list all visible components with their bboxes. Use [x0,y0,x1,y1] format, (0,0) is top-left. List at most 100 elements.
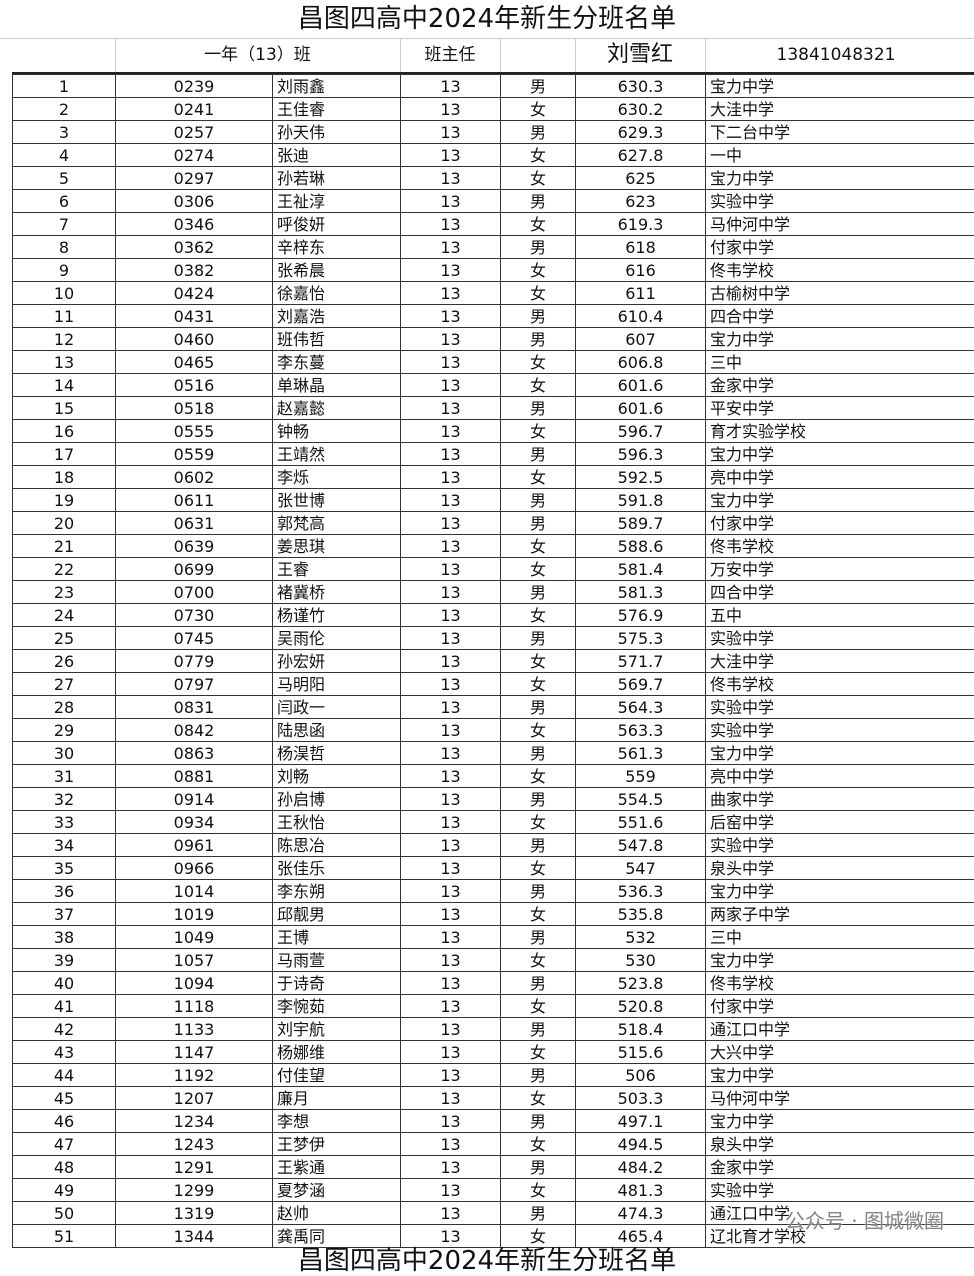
student-id: 0559 [115,443,272,465]
gender: 女 [500,282,575,304]
score: 563.3 [575,719,705,741]
row-number: 42 [12,1018,115,1040]
school: 宝力中学 [705,167,974,189]
table-row: 33 0934 王秋怡 13 女 551.6 后窑中学 [12,811,974,834]
school: 两家子中学 [705,903,974,925]
class-number: 13 [400,1018,500,1040]
score: 592.5 [575,466,705,488]
class-number: 13 [400,466,500,488]
student-id: 0239 [115,75,272,97]
table-row: 1 0239 刘雨鑫 13 男 630.3 宝力中学 [12,74,974,98]
student-id: 1291 [115,1156,272,1178]
student-name: 陆思函 [272,719,400,741]
student-id: 1014 [115,880,272,902]
class-number: 13 [400,351,500,373]
gender: 男 [500,1110,575,1132]
student-name: 班伟哲 [272,328,400,350]
table-row: 50 1319 赵帅 13 男 474.3 通江口中学 [12,1202,974,1225]
header-row: 一年（13）班 班主任 刘雪红 13841048321 [12,38,974,74]
score: 601.6 [575,374,705,396]
student-name: 孙若琳 [272,167,400,189]
class-number: 13 [400,535,500,557]
row-number: 5 [12,167,115,189]
school: 佟韦学校 [705,259,974,281]
student-id: 0797 [115,673,272,695]
student-name: 李想 [272,1110,400,1132]
table-row: 6 0306 王祉淳 13 男 623 实验中学 [12,190,974,213]
table-row: 2 0241 王佳睿 13 女 630.2 大洼中学 [12,98,974,121]
divider [500,38,501,72]
gender: 女 [500,650,575,672]
school: 实验中学 [705,190,974,212]
score: 581.4 [575,558,705,580]
row-number: 21 [12,535,115,557]
table-row: 40 1094 于诗奇 13 男 523.8 佟韦学校 [12,972,974,995]
table-row: 24 0730 杨谨竹 13 女 576.9 五中 [12,604,974,627]
title: 昌图四高中2024年新生分班名单 [0,0,974,39]
row-number: 49 [12,1179,115,1201]
school: 佟韦学校 [705,673,974,695]
table-row: 38 1049 王博 13 男 532 三中 [12,926,974,949]
divider [705,38,706,72]
school: 通江口中学 [705,1018,974,1040]
row-number: 24 [12,604,115,626]
class-number: 13 [400,420,500,442]
table-row: 19 0611 张世博 13 男 591.8 宝力中学 [12,489,974,512]
score: 484.2 [575,1156,705,1178]
student-id: 0639 [115,535,272,557]
score: 530 [575,949,705,971]
table-row: 41 1118 李惋茹 13 女 520.8 付家中学 [12,995,974,1018]
student-name: 李东蔓 [272,351,400,373]
student-id: 0431 [115,305,272,327]
score: 523.8 [575,972,705,994]
watermark: 公众号 · 图城微圈 [784,1209,944,1233]
row-number: 40 [12,972,115,994]
student-name: 刘畅 [272,765,400,787]
score: 616 [575,259,705,281]
class-number: 13 [400,1133,500,1155]
class-number: 13 [400,1202,500,1224]
score: 547 [575,857,705,879]
student-name: 呼俊妍 [272,213,400,235]
row-number: 4 [12,144,115,166]
class-number: 13 [400,673,500,695]
gender: 男 [500,489,575,511]
student-id: 0700 [115,581,272,603]
school: 实验中学 [705,696,974,718]
student-id: 0914 [115,788,272,810]
school: 宝力中学 [705,949,974,971]
school: 实验中学 [705,627,974,649]
student-id: 0602 [115,466,272,488]
score: 515.6 [575,1041,705,1063]
score: 601.6 [575,397,705,419]
class-number: 13 [400,926,500,948]
table-row: 47 1243 王梦伊 13 女 494.5 泉头中学 [12,1133,974,1156]
class-number: 13 [400,213,500,235]
row-number: 9 [12,259,115,281]
student-name: 孙宏妍 [272,650,400,672]
row-number: 1 [12,75,115,97]
row-number: 30 [12,742,115,764]
table-row: 23 0700 褚冀桥 13 男 581.3 四合中学 [12,581,974,604]
teacher-label: 班主任 [424,45,476,65]
student-name: 孙启博 [272,788,400,810]
student-id: 1133 [115,1018,272,1040]
score: 630.2 [575,98,705,120]
gender: 男 [500,880,575,902]
gender: 女 [500,1225,575,1247]
footer-title: 昌图四高中2024年新生分班名单 [297,1246,677,1276]
student-id: 0966 [115,857,272,879]
school: 五中 [705,604,974,626]
score: 588.6 [575,535,705,557]
student-name: 邱靓男 [272,903,400,925]
gender: 男 [500,581,575,603]
student-name: 赵帅 [272,1202,400,1224]
table-row: 8 0362 辛梓东 13 男 618 付家中学 [12,236,974,259]
school: 佟韦学校 [705,535,974,557]
student-name: 陈思冶 [272,834,400,856]
student-id: 0699 [115,558,272,580]
score: 481.3 [575,1179,705,1201]
score: 623 [575,190,705,212]
school: 金家中学 [705,1156,974,1178]
student-id: 0241 [115,98,272,120]
